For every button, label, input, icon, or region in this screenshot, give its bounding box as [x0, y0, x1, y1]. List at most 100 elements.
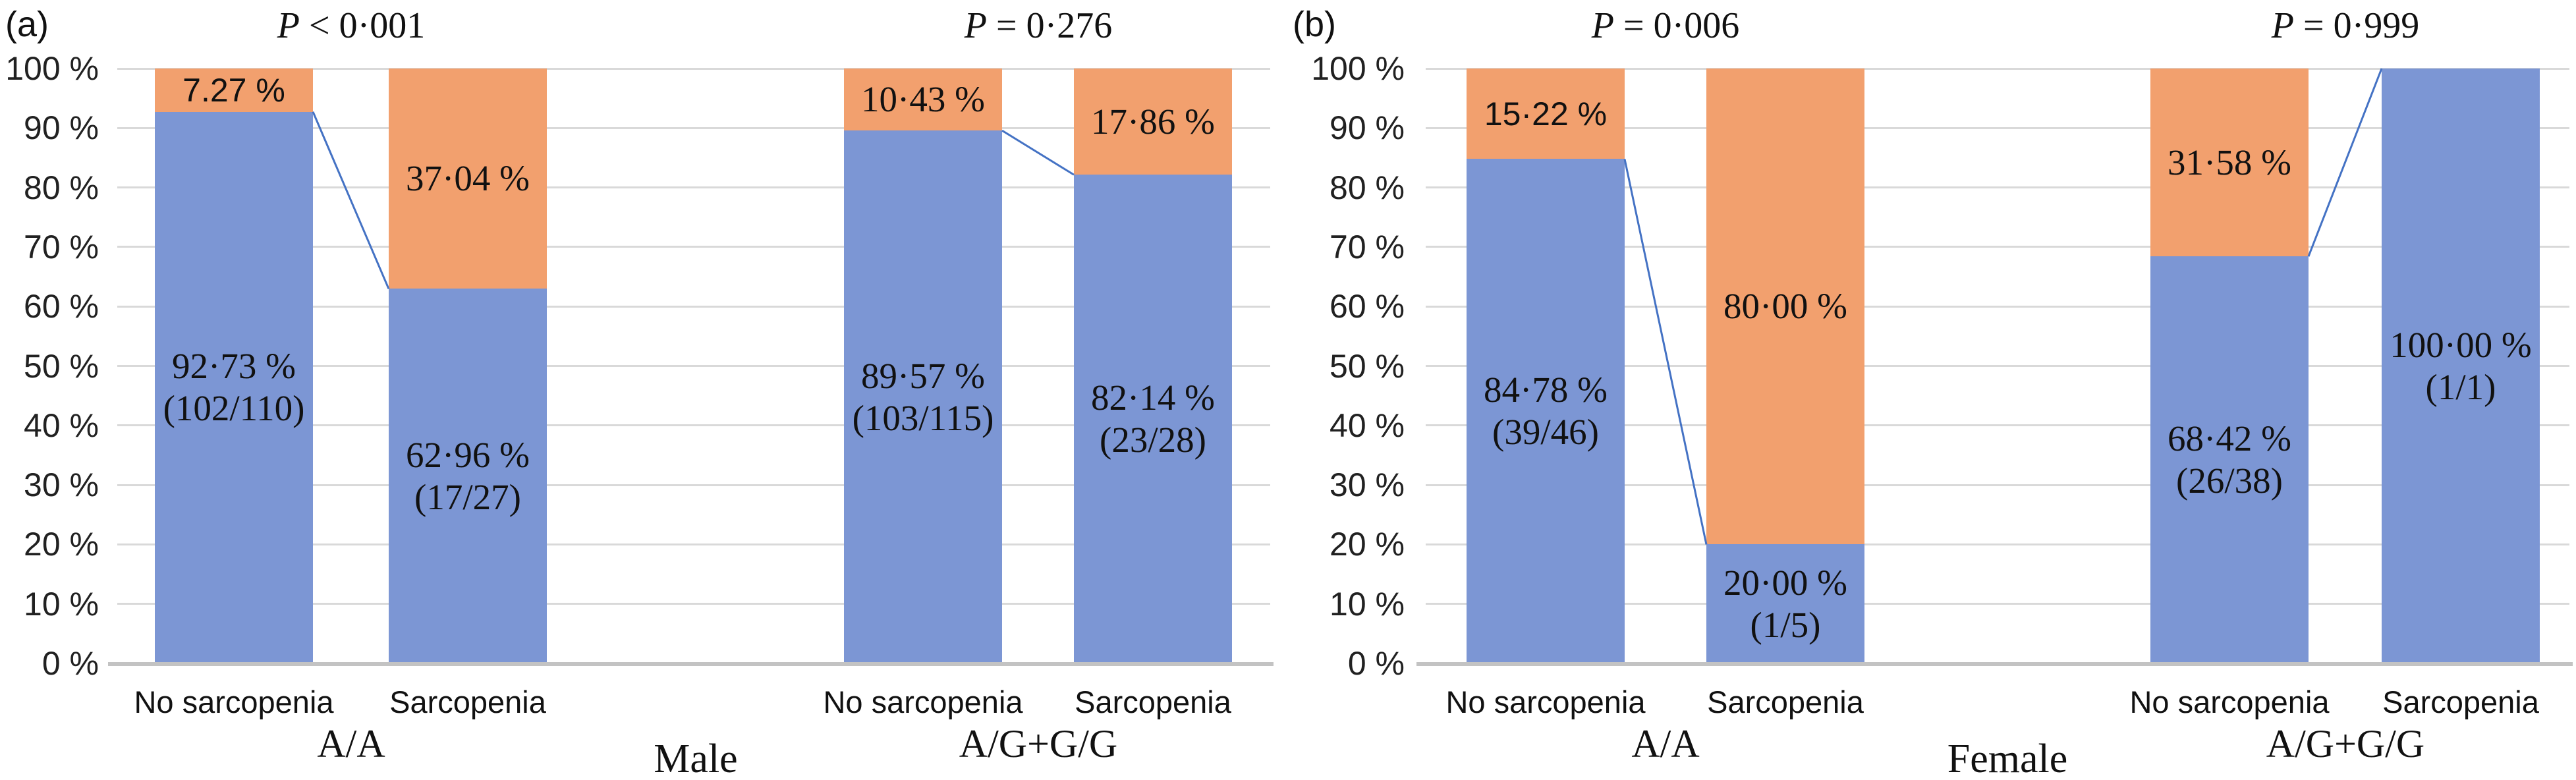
gridline	[1426, 424, 2569, 426]
orange-segment-value-label: 17·86 %	[1091, 101, 1215, 142]
y-axis-tick-label: 60 %	[24, 288, 99, 325]
y-axis-tick-label: 60 %	[1330, 288, 1405, 325]
blue-segment-count-label: (1/1)	[2425, 367, 2496, 407]
y-axis-tick-label: 0 %	[42, 645, 99, 682]
y-axis-tick-label: 20 %	[24, 526, 99, 563]
p-value-title: P < 0·001	[277, 5, 426, 46]
y-axis-tick-label: 70 %	[24, 229, 99, 265]
gridline	[117, 306, 1270, 308]
gridline	[117, 543, 1270, 545]
y-axis-tick-label: 100 %	[5, 50, 99, 87]
y-axis-tick-label: 10 %	[24, 586, 99, 623]
y-axis-tick-label: 80 %	[1330, 169, 1405, 206]
bar-segment-orange	[1074, 69, 1232, 175]
gridline	[117, 127, 1270, 129]
genotype-label: A/A	[1631, 722, 1700, 766]
bar-segment-orange	[155, 69, 313, 112]
gridline	[117, 246, 1270, 248]
y-axis-tick-label: 100 %	[1311, 50, 1405, 87]
orange-segment-value-label: 31·58 %	[2168, 142, 2291, 182]
category-label: Sarcopenia	[389, 684, 546, 719]
gridline	[117, 484, 1270, 486]
gridline	[1426, 186, 2569, 188]
orange-segment-value-label: 15·22 %	[1484, 96, 1608, 132]
blue-segment-value-label: 100·00 %	[2390, 325, 2532, 365]
bar-segment-orange	[2150, 69, 2309, 256]
gridline	[1426, 306, 2569, 308]
y-axis-tick-label: 50 %	[24, 348, 99, 385]
blue-segment-value-label: 68·42 %	[2168, 418, 2291, 459]
category-label: Sarcopenia	[2382, 684, 2539, 719]
panel-label: (a)	[5, 5, 49, 44]
blue-segment-value-label: 62·96 %	[406, 435, 530, 475]
blue-segment-value-label: 89·57 %	[861, 356, 985, 396]
gridline	[1426, 365, 2569, 367]
gridline	[1426, 603, 2569, 605]
y-axis-tick-label: 70 %	[1330, 229, 1405, 265]
blue-segment-count-label: (17/27)	[414, 477, 521, 517]
blue-segment-value-label: 20·00 %	[1723, 563, 1847, 603]
p-value-title: P = 0·006	[1591, 5, 1740, 46]
y-axis-tick-label: 50 %	[1330, 348, 1405, 385]
blue-segment-count-label: (102/110)	[163, 388, 305, 428]
category-label: No sarcopenia	[1445, 684, 1646, 719]
p-value-title: P = 0·999	[2271, 5, 2420, 46]
y-axis-tick-label: 40 %	[24, 407, 99, 444]
blue-segment-value-label: 82·14 %	[1091, 377, 1215, 418]
category-label: No sarcopenia	[134, 684, 334, 719]
gridline	[1426, 127, 2569, 129]
x-axis-baseline	[108, 662, 1274, 666]
blue-segment-count-label: (26/38)	[2176, 460, 2283, 501]
bar-segment-blue	[389, 289, 547, 663]
y-axis-tick-label: 30 %	[24, 466, 99, 503]
y-axis-tick-label: 20 %	[1330, 526, 1405, 563]
y-axis-tick-label: 10 %	[1330, 586, 1405, 623]
gridline	[117, 186, 1270, 188]
bar-segment-blue	[844, 130, 1002, 663]
genotype-label: A/G+G/G	[2266, 722, 2425, 766]
panel-label: (b)	[1293, 5, 1336, 44]
blue-segment-count-label: (1/5)	[1750, 605, 1821, 645]
orange-segment-value-label: 80·00 %	[1723, 286, 1847, 326]
gridline	[1426, 543, 2569, 545]
category-label: No sarcopenia	[823, 684, 1023, 719]
gridline	[1426, 246, 2569, 248]
connector-line	[1623, 159, 1708, 545]
bar-segment-orange	[1706, 69, 1864, 544]
y-axis-tick-label: 40 %	[1330, 407, 1405, 444]
bar-segment-blue	[1467, 159, 1625, 663]
category-label: No sarcopenia	[2129, 684, 2330, 719]
gridline	[1426, 68, 2569, 70]
y-axis-tick-label: 90 %	[24, 109, 99, 146]
connector-line	[312, 111, 390, 290]
bar-segment-orange	[389, 69, 547, 289]
x-axis-baseline	[1416, 662, 2573, 666]
blue-segment-count-label: (23/28)	[1100, 420, 1206, 460]
bar-segment-blue	[2150, 256, 2309, 663]
sex-group-label: Female	[1947, 737, 2068, 780]
orange-segment-value-label: 7.27 %	[182, 72, 285, 109]
category-label: Sarcopenia	[1075, 684, 1231, 719]
blue-segment-count-label: (39/46)	[1492, 412, 1599, 452]
bar-segment-blue	[1706, 544, 1864, 663]
p-value-title: P = 0·276	[964, 5, 1113, 46]
bar-segment-blue	[1074, 175, 1232, 663]
gridline	[117, 365, 1270, 367]
orange-segment-value-label: 10·43 %	[861, 79, 985, 119]
blue-segment-value-label: 84·78 %	[1484, 370, 1608, 410]
y-axis-tick-label: 80 %	[24, 169, 99, 206]
bar-segment-blue	[2382, 69, 2540, 663]
bar-segment-orange	[844, 69, 1002, 130]
bar-segment-orange	[1467, 69, 1625, 159]
orange-segment-value-label: 37·04 %	[406, 158, 530, 198]
bar-segment-blue	[155, 112, 313, 663]
y-axis-tick-label: 30 %	[1330, 466, 1405, 503]
sex-group-label: Male	[654, 737, 738, 780]
genotype-label: A/A	[317, 722, 385, 766]
category-label: Sarcopenia	[1707, 684, 1864, 719]
y-axis-tick-label: 90 %	[1330, 109, 1405, 146]
blue-segment-value-label: 92·73 %	[172, 346, 296, 386]
gridline	[117, 424, 1270, 426]
gridline	[117, 68, 1270, 70]
